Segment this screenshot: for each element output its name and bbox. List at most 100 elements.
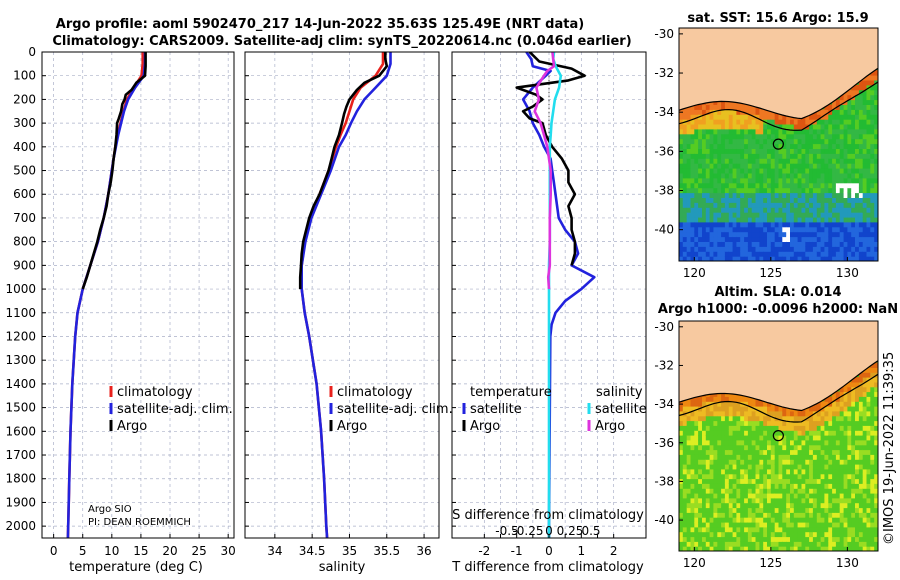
map-cell [874, 119, 878, 125]
map-cell [682, 133, 688, 140]
map-cell [839, 526, 845, 533]
map-cell [744, 439, 749, 446]
map-cell [717, 197, 722, 203]
map-cell [709, 104, 714, 110]
map-cell [755, 168, 760, 174]
map-cell [862, 104, 868, 110]
map-cell [751, 546, 757, 551]
map-cell [682, 123, 688, 130]
map-cell [736, 119, 741, 125]
map-cell [702, 435, 707, 441]
map-cell [805, 531, 810, 538]
map-cell [759, 158, 764, 164]
map-cell [705, 430, 711, 436]
map-cell [851, 430, 856, 436]
map-cell [705, 212, 711, 218]
map-cell [724, 473, 730, 480]
map-cell [747, 187, 753, 194]
map-cell [839, 546, 845, 551]
map-cell [778, 182, 783, 189]
map-cell [874, 377, 878, 383]
map-cell [740, 406, 745, 412]
map-cell [797, 459, 802, 465]
map-cell [816, 473, 822, 480]
map-cell [843, 406, 848, 412]
map-cell [705, 517, 711, 523]
map-cell [747, 182, 753, 189]
map-cell [858, 79, 864, 86]
map-cell [732, 216, 737, 223]
map-cell [686, 138, 692, 145]
map-cell [874, 133, 878, 140]
map-cell [778, 138, 783, 145]
map-cell [686, 192, 692, 198]
map-cell [809, 449, 814, 455]
map-cell [770, 512, 776, 518]
map-cell [790, 216, 795, 223]
map-cell [767, 212, 772, 218]
map-cell [744, 123, 749, 130]
map-cell [797, 488, 802, 494]
map-cell [835, 109, 841, 115]
map-cell [839, 207, 845, 213]
map-cell [858, 187, 864, 194]
map-cell [690, 163, 695, 169]
map-cell [774, 231, 780, 238]
map-cell [744, 464, 749, 470]
map-cell [732, 444, 737, 451]
map-cell [713, 526, 718, 533]
map-cell [858, 391, 864, 397]
map-cell [793, 163, 799, 169]
map-cell [705, 182, 711, 189]
series-line-salinity-argo [533, 52, 556, 290]
map-cell [709, 483, 714, 489]
map-cell [793, 420, 799, 426]
map-cell [786, 507, 791, 513]
map-cell [728, 454, 734, 460]
map-cell [763, 148, 768, 154]
map-cell [724, 226, 730, 233]
map-cell [763, 138, 768, 145]
map-cell [812, 187, 818, 194]
map-cell [755, 435, 760, 441]
map-cell [767, 143, 772, 149]
map-cell [786, 216, 791, 223]
map-cell [759, 177, 764, 184]
map-cell [682, 192, 688, 198]
map-cell [702, 148, 707, 154]
map-cell [736, 143, 741, 149]
map-cell [839, 172, 845, 179]
map-cell [870, 420, 875, 426]
map-cell [832, 488, 837, 494]
map-cell [801, 546, 806, 551]
map-cell [705, 221, 711, 228]
map-cell [724, 415, 730, 422]
map-cell [763, 502, 768, 509]
map-cell [874, 478, 878, 484]
map-cell [839, 231, 845, 238]
map-cell [847, 488, 852, 494]
map-cell [809, 138, 814, 145]
map-cell [832, 216, 837, 223]
map-cell [793, 192, 799, 198]
map-cell [767, 226, 772, 233]
map-cell [751, 526, 757, 533]
map-cell [862, 84, 868, 91]
map-cell [759, 502, 764, 509]
map-cell [797, 415, 802, 422]
map-cell [866, 212, 871, 218]
map-cell [793, 177, 799, 184]
map-cell [747, 517, 753, 523]
x-tick-label: 36 [416, 544, 431, 558]
map-cell [839, 202, 845, 208]
map-cell [858, 502, 864, 509]
map-cell [835, 236, 841, 242]
map-cell [782, 221, 787, 228]
map-cell [801, 483, 806, 489]
map-cell [866, 439, 871, 446]
map-cell [763, 123, 768, 130]
map-cell [832, 531, 837, 538]
map-cell [843, 488, 848, 494]
map-cell [690, 531, 695, 538]
map-cell [870, 192, 875, 198]
